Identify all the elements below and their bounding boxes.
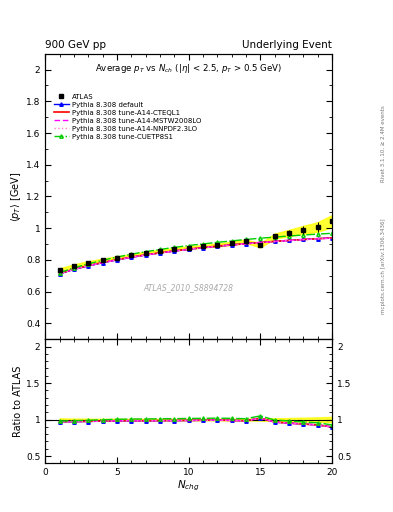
Text: ATLAS_2010_S8894728: ATLAS_2010_S8894728: [143, 283, 234, 292]
Legend: ATLAS, Pythia 8.308 default, Pythia 8.308 tune-A14-CTEQL1, Pythia 8.308 tune-A14: ATLAS, Pythia 8.308 default, Pythia 8.30…: [51, 91, 204, 143]
X-axis label: $N_{chg}$: $N_{chg}$: [177, 479, 200, 493]
Text: Underlying Event: Underlying Event: [242, 40, 332, 50]
Text: mcplots.cern.ch [arXiv:1306.3436]: mcplots.cern.ch [arXiv:1306.3436]: [381, 219, 386, 314]
Text: 900 GeV pp: 900 GeV pp: [45, 40, 106, 50]
Text: Rivet 3.1.10, ≥ 2.4M events: Rivet 3.1.10, ≥ 2.4M events: [381, 105, 386, 182]
Text: Average $p_T$ vs $N_{ch}$ ($|\eta|$ < 2.5, $p_T$ > 0.5 GeV): Average $p_T$ vs $N_{ch}$ ($|\eta|$ < 2.…: [95, 62, 282, 75]
Y-axis label: $\langle p_T \rangle$ [GeV]: $\langle p_T \rangle$ [GeV]: [9, 172, 23, 222]
Y-axis label: Ratio to ATLAS: Ratio to ATLAS: [13, 366, 23, 437]
